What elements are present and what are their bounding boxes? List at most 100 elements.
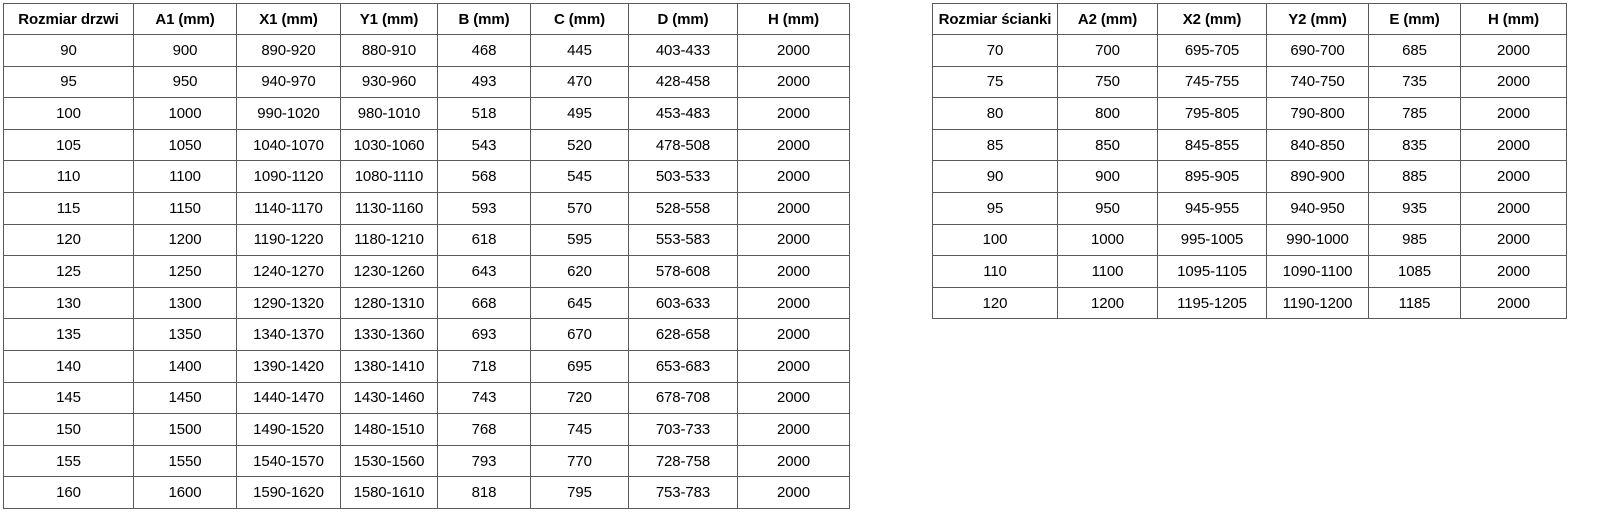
table-cell: 1490-1520 xyxy=(236,413,341,446)
table-cell: 453-483 xyxy=(628,97,738,130)
table-cell: 115 xyxy=(3,191,134,225)
table-cell: 1400 xyxy=(133,349,237,383)
table-cell: 120 xyxy=(3,223,134,257)
table-cell: 145 xyxy=(3,381,134,415)
table-cell: 428-458 xyxy=(628,65,738,99)
table-cell: 110 xyxy=(3,160,134,193)
table-cell: 1500 xyxy=(133,413,237,446)
table-cell: 1090-1120 xyxy=(236,160,341,193)
door-size-table-header: Rozmiar drzwi A1 (mm) X1 (mm) Y1 (mm) B (mm)… xyxy=(3,3,850,35)
table-cell: 718 xyxy=(437,349,531,383)
table-cell: 100 xyxy=(932,223,1058,257)
table-cell: 518 xyxy=(437,97,531,130)
table-cell: 1480-1510 xyxy=(340,413,438,446)
table-cell: 1140-1170 xyxy=(236,191,341,225)
table-cell: 568 xyxy=(437,160,531,193)
table-cell: 125 xyxy=(3,255,134,288)
table-cell: 795-805 xyxy=(1157,97,1267,130)
table-row: 95 950 940-970 930-960 493 470 428-458 2000 xyxy=(3,65,850,99)
table-cell: 470 xyxy=(530,65,629,99)
table-cell: 1200 xyxy=(1057,286,1158,320)
table-cell: 2000 xyxy=(1460,160,1567,193)
table-cell: 1250 xyxy=(133,255,237,288)
table-cell: 880-910 xyxy=(340,34,438,67)
table-cell: 1200 xyxy=(133,223,237,257)
table-cell: 930-960 xyxy=(340,65,438,99)
table-cell: 995-1005 xyxy=(1157,223,1267,257)
table-cell: 2000 xyxy=(737,413,850,446)
table-cell: 695-705 xyxy=(1157,34,1267,67)
table-cell: 645 xyxy=(530,286,629,320)
table-cell: 90 xyxy=(932,160,1058,193)
table-cell: 703-733 xyxy=(628,413,738,446)
table-cell: 745 xyxy=(530,413,629,446)
table-cell: 553-583 xyxy=(628,223,738,257)
table-cell: 2000 xyxy=(1460,255,1567,288)
column-header-2: A1 (mm) xyxy=(133,3,237,35)
table-row: 95 950 945-955 940-950 935 2000 xyxy=(932,191,1567,225)
table-cell: 1290-1320 xyxy=(236,286,341,320)
table-cell: 668 xyxy=(437,286,531,320)
table-cell: 990-1020 xyxy=(236,97,341,130)
column-header-6: H (mm) xyxy=(1460,3,1567,35)
table-cell: 503-533 xyxy=(628,160,738,193)
table-cell: 890-920 xyxy=(236,34,341,67)
column-header-4: Y1 (mm) xyxy=(340,3,438,35)
table-cell: 2000 xyxy=(1460,34,1567,67)
table-cell: 75 xyxy=(932,65,1058,99)
table-cell: 543 xyxy=(437,128,531,162)
table-cell: 643 xyxy=(437,255,531,288)
table-cell: 1280-1310 xyxy=(340,286,438,320)
column-header-3: X2 (mm) xyxy=(1157,3,1267,35)
table-cell: 793 xyxy=(437,444,531,478)
table-cell: 80 xyxy=(932,97,1058,130)
table-cell: 1100 xyxy=(1057,255,1158,288)
table-cell: 2000 xyxy=(737,318,850,351)
table-cell: 1190-1220 xyxy=(236,223,341,257)
table-row: 85 850 845-855 840-850 835 2000 xyxy=(932,128,1567,162)
table-cell: 770 xyxy=(530,444,629,478)
table-cell: 693 xyxy=(437,318,531,351)
table-cell: 1230-1260 xyxy=(340,255,438,288)
table-cell: 160 xyxy=(3,476,134,509)
table-cell: 1300 xyxy=(133,286,237,320)
table-header-row: Rozmiar ścianki A2 (mm) X2 (mm) Y2 (mm) E (m… xyxy=(932,3,1567,35)
table-cell: 2000 xyxy=(737,34,850,67)
table-cell: 445 xyxy=(530,34,629,67)
column-header-6: C (mm) xyxy=(530,3,629,35)
table-cell: 720 xyxy=(530,381,629,415)
table-row: 70 700 695-705 690-700 685 2000 xyxy=(932,34,1567,67)
table-row: 110 1100 1090-1120 1080-1110 568 545 503-533 20… xyxy=(3,160,850,193)
table-cell: 835 xyxy=(1368,128,1461,162)
table-cell: 940-970 xyxy=(236,65,341,99)
table-cell: 1000 xyxy=(1057,223,1158,257)
table-cell: 678-708 xyxy=(628,381,738,415)
table-cell: 2000 xyxy=(737,97,850,130)
table-cell: 900 xyxy=(133,34,237,67)
table-cell: 1390-1420 xyxy=(236,349,341,383)
wall-panel-size-table: Rozmiar ścianki A2 (mm) X2 (mm) Y2 (mm) E (m… xyxy=(932,3,1567,320)
column-header-4: Y2 (mm) xyxy=(1266,3,1369,35)
table-cell: 70 xyxy=(932,34,1058,67)
table-cell: 1150 xyxy=(133,191,237,225)
table-cell: 110 xyxy=(932,255,1058,288)
table-cell: 1185 xyxy=(1368,286,1461,320)
column-header-1: Rozmiar drzwi xyxy=(3,3,134,35)
table-cell: 768 xyxy=(437,413,531,446)
table-row: 145 1450 1440-1470 1430-1460 743 720 678-708 20… xyxy=(3,381,850,415)
table-cell: 1550 xyxy=(133,444,237,478)
table-cell: 1000 xyxy=(133,97,237,130)
table-cell: 2000 xyxy=(1460,223,1567,257)
table-cell: 990-1000 xyxy=(1266,223,1369,257)
table-cell: 618 xyxy=(437,223,531,257)
table-cell: 95 xyxy=(3,65,134,99)
table-cell: 1080-1110 xyxy=(340,160,438,193)
table-cell: 90 xyxy=(3,34,134,67)
table-row: 115 1150 1140-1170 1130-1160 593 570 528-558 20… xyxy=(3,191,850,225)
table-cell: 595 xyxy=(530,223,629,257)
table-cell: 985 xyxy=(1368,223,1461,257)
table-cell: 653-683 xyxy=(628,349,738,383)
table-cell: 1190-1200 xyxy=(1266,286,1369,320)
table-row: 120 1200 1190-1220 1180-1210 618 595 553-583 20… xyxy=(3,223,850,257)
table-cell: 150 xyxy=(3,413,134,446)
